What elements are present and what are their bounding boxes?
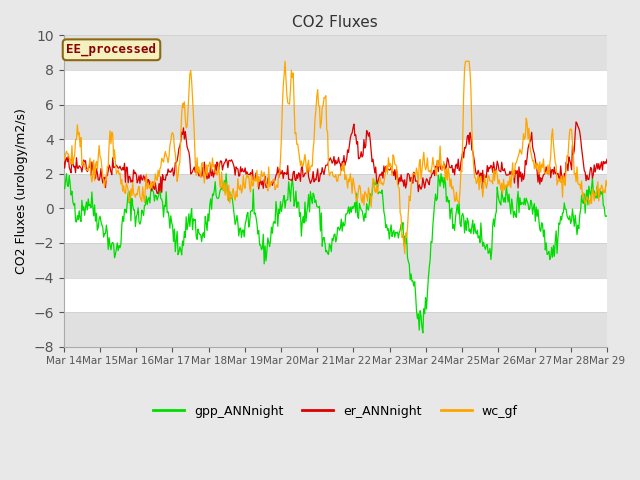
gpp_ANNnight <box>603 213 611 218</box>
Line: er_ANNnight: er_ANNnight <box>64 122 607 193</box>
wc_gf <box>60 155 68 160</box>
er_ANNnight <box>200 159 208 165</box>
gpp_ANNnight <box>63 171 70 177</box>
wc_gf <box>401 251 408 257</box>
gpp_ANNnight <box>381 213 388 219</box>
er_ANNnight <box>307 180 314 186</box>
gpp_ANNnight <box>307 189 314 194</box>
er_ANNnight <box>572 119 580 125</box>
Text: EE_processed: EE_processed <box>67 43 157 57</box>
gpp_ANNnight <box>157 196 164 202</box>
Legend: gpp_ANNnight, er_ANNnight, wc_gf: gpp_ANNnight, er_ANNnight, wc_gf <box>148 400 523 423</box>
wc_gf <box>603 183 611 189</box>
Line: wc_gf: wc_gf <box>64 61 607 254</box>
gpp_ANNnight <box>60 184 68 190</box>
Bar <box>64 174 607 208</box>
gpp_ANNnight <box>200 235 208 240</box>
wc_gf <box>424 168 432 173</box>
Bar <box>64 105 607 139</box>
wc_gf <box>200 168 207 174</box>
Bar <box>64 36 607 70</box>
wc_gf <box>307 165 314 171</box>
er_ANNnight <box>157 174 164 180</box>
Title: CO2 Fluxes: CO2 Fluxes <box>292 15 378 30</box>
wc_gf <box>470 175 478 180</box>
er_ANNnight <box>154 191 162 196</box>
Bar <box>64 243 607 277</box>
wc_gf <box>281 59 289 64</box>
gpp_ANNnight <box>419 330 427 336</box>
er_ANNnight <box>424 177 431 183</box>
Line: gpp_ANNnight: gpp_ANNnight <box>64 174 607 333</box>
Y-axis label: CO2 Fluxes (urology/m2/s): CO2 Fluxes (urology/m2/s) <box>15 108 28 274</box>
wc_gf <box>156 166 164 172</box>
er_ANNnight <box>381 169 388 175</box>
gpp_ANNnight <box>470 221 478 227</box>
wc_gf <box>381 174 388 180</box>
gpp_ANNnight <box>424 276 432 282</box>
er_ANNnight <box>60 158 68 164</box>
er_ANNnight <box>470 154 477 159</box>
er_ANNnight <box>603 156 611 162</box>
Bar <box>64 312 607 347</box>
